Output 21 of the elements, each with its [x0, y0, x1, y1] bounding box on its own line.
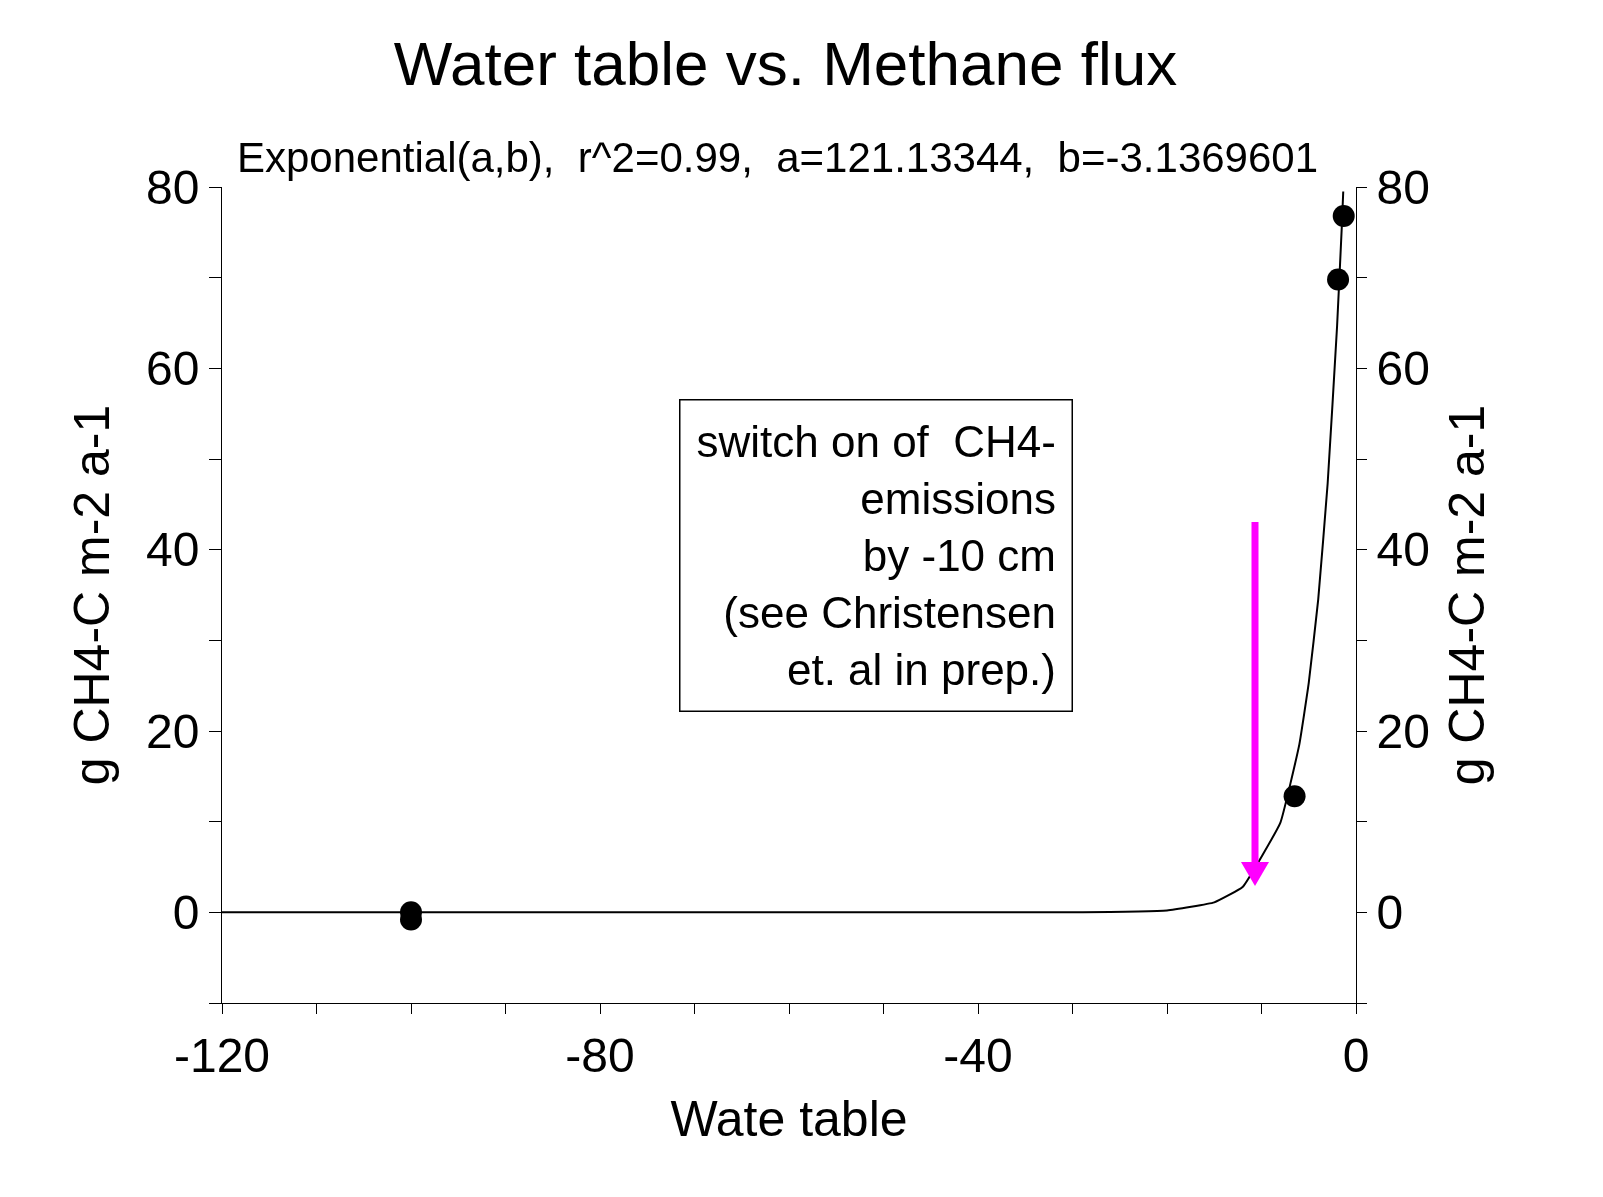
y-tick-label: 0	[172, 886, 200, 940]
x-tick-label: -40	[943, 1028, 1013, 1082]
y-tick-label: 80	[146, 160, 200, 214]
y2-axis-title: g CH4-C m-2 a-1	[1439, 404, 1496, 786]
x-tick-label: -80	[565, 1028, 635, 1082]
y2-tick-label: 0	[1376, 886, 1404, 940]
point	[1283, 785, 1306, 808]
y-tick-label: 20	[146, 704, 200, 758]
y2-tick-label: 60	[1376, 342, 1430, 396]
y2-tick-label: 40	[1376, 523, 1430, 577]
y-tick-label: 60	[146, 342, 200, 396]
x-axis-title: Wate table	[670, 1091, 908, 1148]
x-tick-label: -120	[173, 1028, 271, 1082]
y2-tick-label: 20	[1376, 704, 1430, 758]
x-tick-label: 0	[1342, 1028, 1370, 1082]
chart-title: Water table vs. Methane flux	[393, 29, 1178, 99]
annotation: switch on of CH4- emissions by -10 cm (see Christensen et. al in prep.)	[696, 416, 1056, 695]
chart-subtitle: Exponential(a,b), r^2=0.99, a=121.13344, b=-3.1369601	[237, 134, 1319, 181]
y-tick-label: 40	[146, 523, 200, 577]
y2-tick-label: 80	[1376, 160, 1430, 214]
y-axis-title: g CH4-C m-2 a-1	[64, 404, 121, 786]
